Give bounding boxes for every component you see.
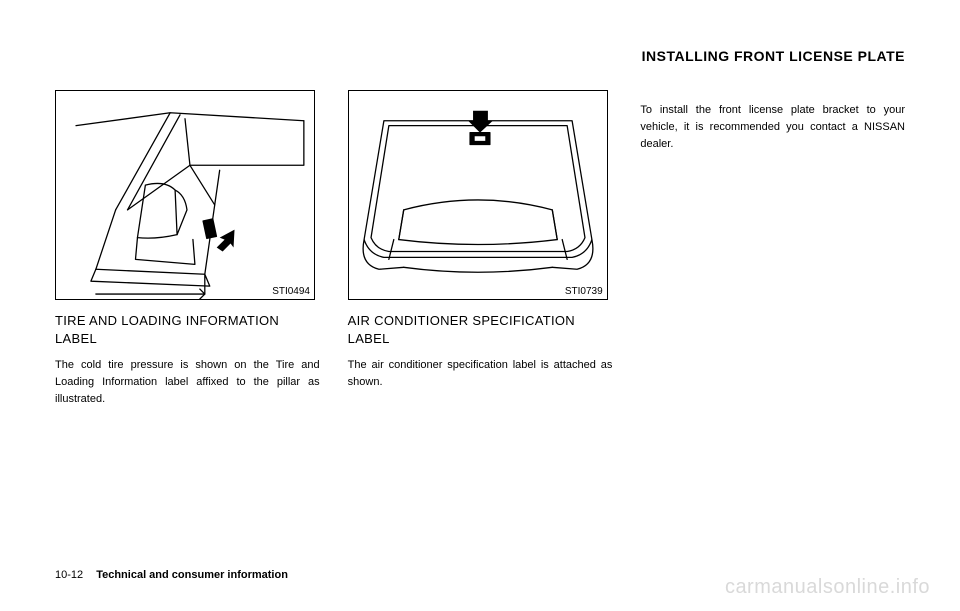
column-2: STI0739 AIR CONDITIONER SPECIFICATION LA… <box>348 90 613 408</box>
figure-code-1: STI0494 <box>272 286 310 297</box>
column-1: STI0494 TIRE AND LOADING INFORMATION LAB… <box>55 90 320 408</box>
figure-code-2: STI0739 <box>565 286 603 297</box>
column-3: To install the front license plate brack… <box>640 90 905 408</box>
watermark: carmanualsonline.info <box>725 576 930 599</box>
figure-ac-label: STI0739 <box>348 90 608 300</box>
ac-label-heading: AIR CONDITIONER SPECIFICATION LABEL <box>348 312 613 347</box>
page-header: INSTALLING FRONT LICENSE PLATE <box>642 48 905 64</box>
tire-label-heading: TIRE AND LOADING INFORMATION LABEL <box>55 312 320 347</box>
ac-label-body: The air conditioner specification label … <box>348 357 613 391</box>
page-number: 10-12 <box>55 569 83 581</box>
license-plate-body: To install the front license plate brack… <box>640 102 905 153</box>
section-name: Technical and consumer information <box>96 569 288 581</box>
tire-label-body: The cold tire pressure is shown on the T… <box>55 357 320 408</box>
figure-tire-label: STI0494 <box>55 90 315 300</box>
content-columns: STI0494 TIRE AND LOADING INFORMATION LAB… <box>55 90 905 408</box>
car-door-illustration <box>56 91 314 299</box>
hood-illustration <box>349 91 607 299</box>
page-footer: 10-12 Technical and consumer information <box>55 569 288 581</box>
